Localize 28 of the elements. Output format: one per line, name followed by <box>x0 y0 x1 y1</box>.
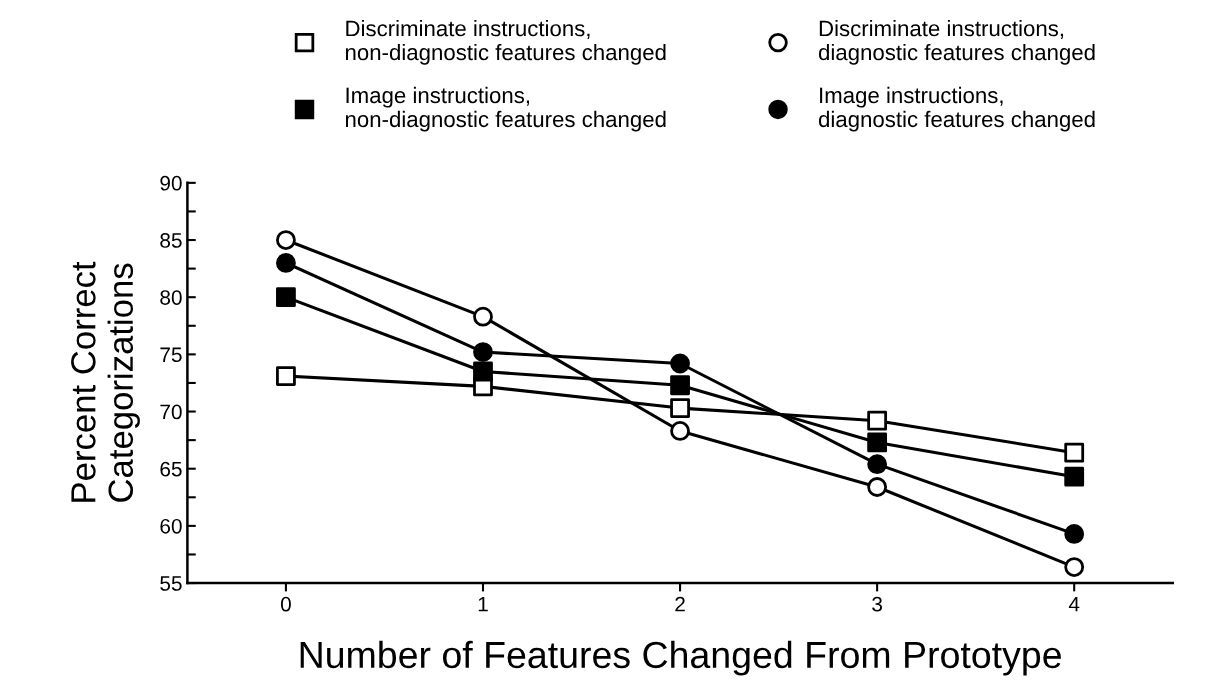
y-tick-label: 90 <box>160 175 182 191</box>
x-tick-label: 0 <box>280 596 291 612</box>
x-tick-label: 4 <box>1068 597 1080 612</box>
legend-label: Image instructions, diagnostic features changed <box>818 86 1095 132</box>
point <box>1064 442 1085 463</box>
point <box>276 366 296 386</box>
y-tick-label: 85 <box>160 233 182 248</box>
y-tick-label: 60 <box>160 518 182 534</box>
y-tick-label: 70 <box>160 404 182 420</box>
point <box>670 398 690 418</box>
x-axis-title: Number of Features Changed From Prototype <box>300 640 1061 676</box>
legend-label: Image instructions, non-diagnostic features changed <box>345 86 666 132</box>
x-tick-label: 3 <box>872 596 883 612</box>
y-tick-label: 75 <box>160 347 182 363</box>
point <box>1064 466 1085 487</box>
x-tick-label: 1 <box>478 597 488 612</box>
x-tick-label: 2 <box>675 596 685 612</box>
point <box>473 361 493 382</box>
y-tick-label: 65 <box>160 461 182 477</box>
legend-label: Discriminate instructions, non-diagnostic features changed <box>345 20 666 65</box>
point <box>276 287 296 308</box>
point <box>670 375 690 396</box>
legend-label: Discriminate instructions, diagnostic features changed <box>818 20 1095 65</box>
point <box>867 410 888 431</box>
y-axis-title: Percent Correct Categorizations <box>71 261 140 502</box>
y-tick-label: 55 <box>160 576 182 591</box>
point <box>867 432 888 453</box>
y-tick-label: 80 <box>160 290 182 305</box>
